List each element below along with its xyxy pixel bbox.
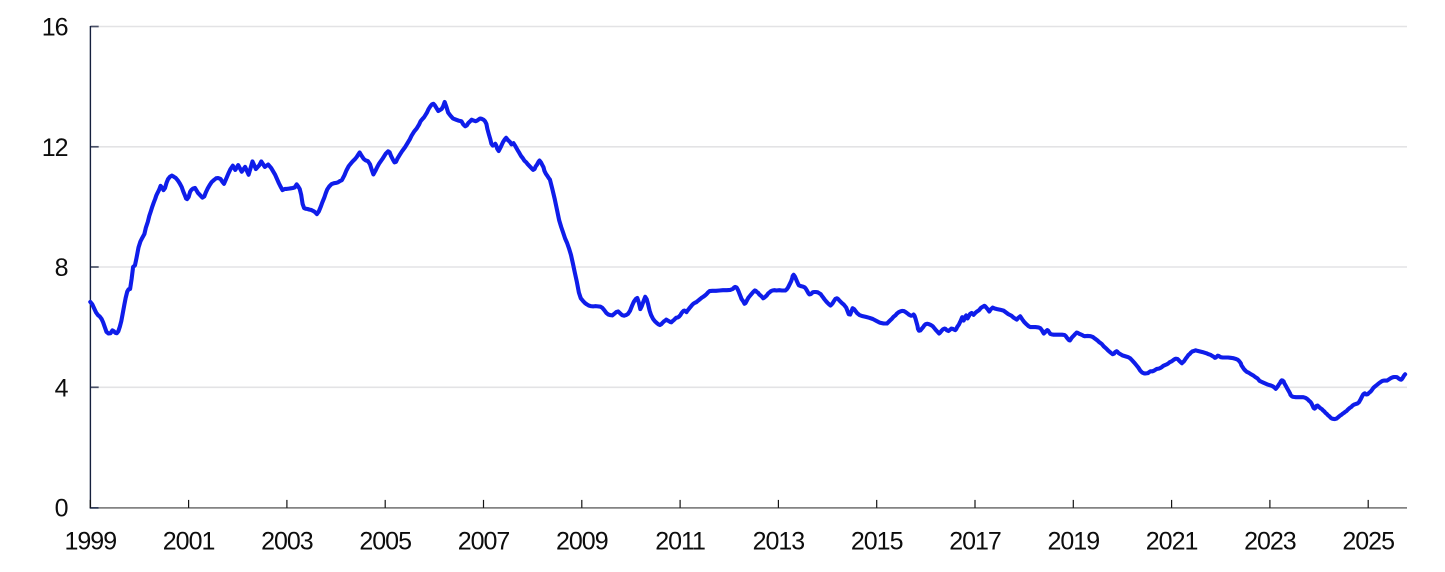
svg-text:2023: 2023: [1244, 528, 1296, 556]
svg-text:2009: 2009: [556, 528, 608, 556]
svg-text:1999: 1999: [64, 528, 116, 556]
svg-text:12: 12: [42, 134, 68, 162]
svg-text:2001: 2001: [163, 528, 215, 556]
svg-text:2015: 2015: [851, 528, 903, 556]
svg-text:2011: 2011: [655, 528, 705, 556]
svg-text:4: 4: [55, 374, 69, 402]
svg-text:16: 16: [42, 14, 68, 42]
svg-text:2025: 2025: [1342, 528, 1394, 556]
svg-text:2021: 2021: [1146, 528, 1198, 556]
svg-text:0: 0: [55, 495, 68, 523]
svg-text:8: 8: [55, 254, 68, 282]
svg-text:2007: 2007: [458, 528, 510, 556]
svg-text:2005: 2005: [359, 528, 411, 556]
svg-text:2017: 2017: [949, 528, 1001, 556]
svg-text:2019: 2019: [1047, 528, 1099, 556]
svg-text:2003: 2003: [261, 528, 313, 556]
svg-text:2013: 2013: [753, 528, 805, 556]
